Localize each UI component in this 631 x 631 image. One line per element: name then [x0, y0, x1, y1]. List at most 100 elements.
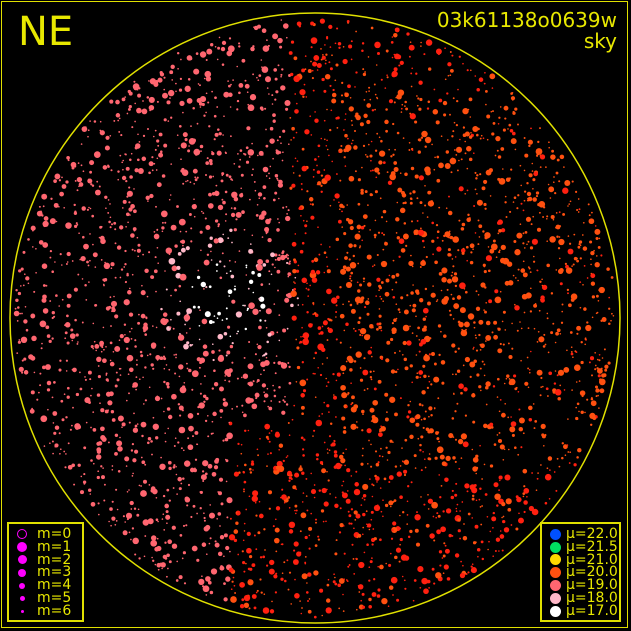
star-marker — [172, 466, 176, 469]
star-marker — [124, 96, 127, 98]
star-marker — [160, 150, 163, 153]
star-marker — [233, 584, 236, 587]
star-marker — [534, 420, 538, 423]
star-marker — [219, 408, 224, 413]
star-marker — [125, 512, 133, 519]
star-marker — [109, 507, 113, 511]
star-marker — [200, 474, 207, 481]
star-marker — [541, 284, 548, 291]
star-marker — [421, 130, 428, 138]
star-marker — [537, 140, 540, 144]
star-marker — [435, 516, 438, 519]
star-marker — [178, 487, 182, 491]
star-marker — [94, 189, 101, 196]
star-marker — [468, 97, 473, 102]
star-marker — [376, 51, 381, 56]
star-marker — [477, 294, 480, 296]
star-marker — [456, 369, 461, 373]
star-marker — [507, 342, 510, 345]
star-marker — [401, 353, 404, 356]
star-marker — [315, 453, 320, 457]
star-marker — [114, 314, 119, 319]
star-marker — [485, 381, 491, 387]
star-marker — [412, 284, 414, 286]
star-marker — [427, 375, 430, 378]
star-marker — [146, 127, 150, 131]
star-marker — [154, 256, 157, 259]
star-marker — [265, 327, 268, 329]
star-marker — [548, 371, 553, 376]
star-marker — [245, 160, 250, 164]
star-marker — [518, 512, 520, 515]
star-marker — [563, 444, 568, 450]
star-marker — [502, 459, 505, 461]
star-marker — [153, 162, 156, 165]
star-marker — [58, 432, 61, 435]
star-marker — [148, 96, 155, 103]
star-marker — [135, 388, 137, 391]
star-marker — [476, 133, 479, 137]
star-marker — [219, 535, 225, 540]
star-marker — [182, 477, 185, 480]
star-marker — [483, 270, 487, 274]
star-marker — [256, 264, 263, 271]
star-marker — [352, 139, 354, 142]
star-marker — [352, 254, 355, 258]
star-marker — [164, 440, 167, 443]
star-marker — [264, 107, 267, 110]
star-marker — [418, 370, 424, 375]
star-marker — [318, 489, 322, 492]
star-marker — [335, 116, 339, 120]
star-marker — [198, 338, 201, 341]
star-marker — [278, 254, 281, 257]
star-marker — [203, 519, 206, 522]
star-marker — [286, 261, 289, 265]
star-marker — [174, 244, 178, 248]
star-marker — [396, 94, 402, 100]
star-marker — [531, 170, 534, 172]
star-marker — [203, 77, 206, 80]
star-marker — [457, 88, 459, 91]
star-marker — [363, 357, 366, 360]
star-marker — [423, 328, 427, 332]
star-marker — [167, 120, 170, 122]
star-marker — [24, 273, 26, 276]
star-marker — [523, 311, 526, 314]
star-marker — [125, 212, 130, 217]
star-marker — [256, 379, 260, 382]
star-marker — [170, 163, 173, 165]
star-marker — [232, 576, 235, 579]
star-marker — [415, 542, 421, 547]
star-marker — [476, 199, 483, 206]
star-marker — [71, 339, 74, 342]
star-marker — [427, 498, 434, 504]
star-marker — [436, 529, 441, 535]
star-marker — [136, 107, 142, 114]
star-marker — [354, 519, 357, 521]
star-marker — [166, 522, 168, 524]
star-marker — [335, 304, 338, 307]
star-marker — [452, 456, 456, 460]
star-marker — [387, 605, 390, 607]
star-marker — [274, 518, 277, 521]
star-marker — [239, 149, 243, 152]
star-marker — [409, 304, 412, 307]
star-marker — [53, 179, 57, 183]
star-marker — [555, 331, 559, 336]
star-marker — [378, 455, 381, 457]
star-marker — [243, 356, 246, 359]
star-marker — [93, 340, 96, 343]
star-marker — [479, 349, 482, 351]
star-marker — [444, 78, 447, 81]
star-marker — [384, 119, 389, 125]
star-marker — [471, 393, 476, 398]
star-marker — [350, 303, 353, 306]
star-marker — [65, 222, 72, 229]
star-marker — [510, 524, 513, 526]
star-marker — [531, 162, 534, 165]
star-marker — [329, 289, 331, 292]
star-marker — [522, 260, 525, 263]
star-marker — [375, 295, 378, 297]
star-marker — [120, 268, 124, 271]
